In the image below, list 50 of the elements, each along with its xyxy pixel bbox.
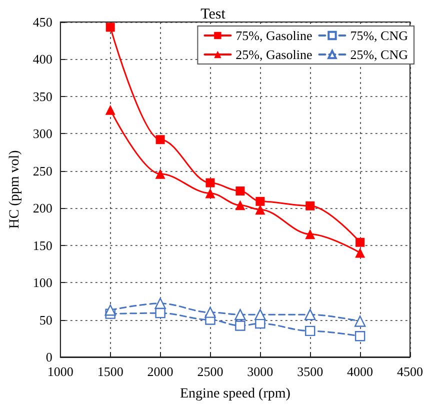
x-tick-label: 3000 xyxy=(247,364,274,379)
x-tick-label: 4500 xyxy=(397,364,423,379)
point xyxy=(206,178,215,188)
y-tick-label: 400 xyxy=(32,52,52,67)
chart-title: Test xyxy=(200,6,226,22)
legend-label: 25%, Gasoline xyxy=(236,47,312,62)
x-tick-label: 4000 xyxy=(347,364,374,379)
point xyxy=(254,308,266,320)
point xyxy=(106,22,115,32)
point xyxy=(155,168,166,179)
point xyxy=(256,196,265,206)
legend-label: 75%, Gasoline xyxy=(236,28,312,43)
point xyxy=(104,304,116,316)
x-tick-label: 1500 xyxy=(97,364,124,379)
x-tick-label: 3500 xyxy=(297,364,324,379)
x-tick-label: 2000 xyxy=(147,364,174,379)
y-tick-label: 50 xyxy=(39,312,52,328)
y-tick-label: 300 xyxy=(32,126,52,142)
point xyxy=(305,326,316,336)
x-tick-label: 1000 xyxy=(47,364,74,379)
x-tick-label: 2500 xyxy=(197,364,224,379)
y-tick-label: 150 xyxy=(32,238,52,253)
point xyxy=(255,204,266,215)
point xyxy=(355,248,366,258)
legend-label: 25%, CNG xyxy=(350,47,408,62)
y-tick-label: 350 xyxy=(32,88,52,104)
y-tick-label: 100 xyxy=(32,275,52,290)
point xyxy=(154,298,166,309)
point xyxy=(306,201,315,210)
y-tick-label: 0 xyxy=(46,350,52,364)
y-axis-title: HC (ppm vol) xyxy=(8,150,22,229)
point xyxy=(304,308,316,320)
point xyxy=(235,200,246,210)
point xyxy=(354,331,366,342)
point xyxy=(354,316,366,327)
x-axis-title: Engine speed (rpm) xyxy=(180,386,291,402)
y-tick-label: 250 xyxy=(32,163,52,178)
point xyxy=(235,320,246,331)
point xyxy=(305,229,316,240)
point xyxy=(156,135,165,144)
point xyxy=(205,188,216,198)
point xyxy=(234,308,246,320)
y-tick-label: 200 xyxy=(32,200,52,216)
point xyxy=(236,186,245,196)
point xyxy=(155,308,166,318)
legend-label: 75%, CNG xyxy=(350,28,408,43)
y-tick-label: 450 xyxy=(32,14,52,30)
point xyxy=(204,306,216,318)
point xyxy=(105,104,116,115)
point xyxy=(356,238,365,247)
